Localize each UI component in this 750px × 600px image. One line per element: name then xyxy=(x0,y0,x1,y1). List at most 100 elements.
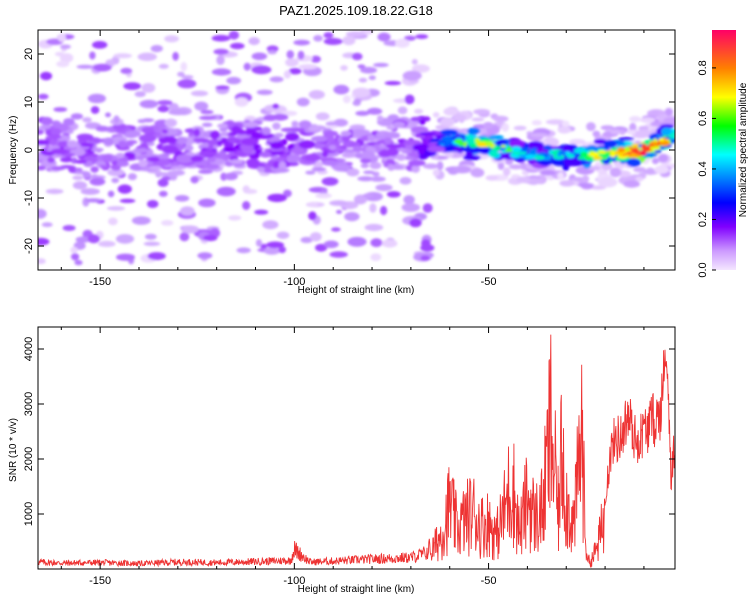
heatmap-speckle xyxy=(508,164,524,170)
heatmap-speckle xyxy=(357,64,366,69)
heatmap-ridge-cell xyxy=(170,165,187,170)
heatmap-speckle xyxy=(664,107,674,116)
spectrogram-heatmap xyxy=(38,30,675,266)
snr-y-ticks: 1000 2000 3000 4000 xyxy=(23,337,675,526)
heatmap-speckle xyxy=(310,55,321,63)
heatmap-ridge-cell xyxy=(184,144,194,152)
heatmap-ridge-cell xyxy=(357,176,375,182)
heatmap-speckle xyxy=(600,125,614,131)
heatmap-ridge-cell xyxy=(89,177,106,186)
heatmap-ridge-cell xyxy=(384,137,393,145)
heatmap-ridge-cell xyxy=(198,150,217,157)
heatmap-ridge-cell xyxy=(190,155,204,163)
heatmap-speckle xyxy=(381,239,398,248)
heatmap-speckle xyxy=(141,83,156,93)
heatmap-ridge-cell xyxy=(240,137,259,146)
heatmap-ridge-cell xyxy=(563,158,582,167)
heatmap-ridge-cell xyxy=(95,125,110,132)
heatmap-speckle xyxy=(399,177,412,185)
heatmap-speckle xyxy=(542,137,560,148)
heatmap-ridge-cell xyxy=(285,132,300,142)
heatmap-speckle xyxy=(530,132,548,138)
heatmap-speckle xyxy=(453,165,472,174)
heatmap-peak-cell xyxy=(566,153,575,159)
heatmap-ridge-cell xyxy=(370,176,386,182)
heatmap-speckle xyxy=(174,195,190,202)
heatmap-ridge-cell xyxy=(105,112,111,118)
heatmap-speckle xyxy=(92,41,108,49)
heatmap-speckle xyxy=(157,100,173,106)
heatmap-speckle xyxy=(308,211,317,221)
heatmap-ridge-cell xyxy=(269,141,284,150)
heatmap-ridge-cell xyxy=(127,173,137,181)
heatmap-ridge-cell xyxy=(80,142,95,147)
heatmap-speckle xyxy=(309,232,322,242)
heatmap-ridge-cell xyxy=(136,155,145,161)
heatmap-speckle xyxy=(640,117,655,123)
heatmap-ridge-cell xyxy=(528,141,544,150)
heatmap-speckle xyxy=(45,188,64,195)
snr-x-ticks: -150 -100 -50 xyxy=(60,327,645,587)
heatmap-ridge-cell xyxy=(118,140,127,148)
heatmap-speckle xyxy=(401,203,421,212)
heatmap-speckle xyxy=(559,180,575,187)
heatmap-speckle xyxy=(377,32,391,42)
heatmap-peak-cell xyxy=(669,132,675,140)
heatmap-speckle xyxy=(179,232,190,242)
heatmap-ridge-cell xyxy=(72,181,88,190)
heatmap-speckle xyxy=(234,97,249,107)
y-tick-label: 3000 xyxy=(23,392,35,416)
heatmap-ridge-cell xyxy=(386,148,399,157)
heatmap-speckle xyxy=(516,176,531,184)
heatmap-ridge-cell xyxy=(618,137,635,141)
heatmap-ridge-cell xyxy=(111,177,120,184)
heatmap-speckle xyxy=(296,97,310,107)
heatmap-speckle xyxy=(353,194,368,205)
heatmap-speckle xyxy=(329,251,348,258)
heatmap-ridge-cell xyxy=(397,106,408,115)
heatmap-speckle xyxy=(180,61,188,72)
heatmap-speckle xyxy=(251,65,272,75)
heatmap-ridge-cell xyxy=(419,119,426,125)
heatmap-peak-cell xyxy=(533,155,545,161)
heatmap-speckle xyxy=(228,30,240,40)
heatmap-speckle xyxy=(444,151,454,158)
heatmap-speckle xyxy=(619,129,626,135)
colorbar-tick-label: 0.0 xyxy=(697,262,709,277)
heatmap-peak-cell xyxy=(610,151,616,158)
heatmap-peak-cell xyxy=(580,151,589,157)
heatmap-speckle xyxy=(369,203,377,213)
heatmap-speckle xyxy=(513,125,527,131)
heatmap-speckle xyxy=(395,38,410,48)
heatmap-speckle xyxy=(511,174,521,179)
heatmap-speckle xyxy=(420,244,435,252)
heatmap-ridge-cell xyxy=(298,140,316,149)
heatmap-ridge-cell xyxy=(325,121,339,126)
page-title: PAZ1.2025.109.18.22.G18 xyxy=(279,3,433,18)
heatmap-speckle xyxy=(131,216,151,225)
heatmap-speckle xyxy=(38,93,49,100)
heatmap-ridge-cell xyxy=(161,129,169,134)
heatmap-ridge-cell xyxy=(424,135,433,141)
heatmap-ridge-cell xyxy=(488,134,504,140)
heatmap-ridge-cell xyxy=(659,124,675,129)
heatmap-ridge-cell xyxy=(286,154,302,163)
heatmap-speckle xyxy=(143,241,161,246)
heatmap-speckle xyxy=(569,138,586,145)
heatmap-ridge-cell xyxy=(495,139,508,146)
heatmap-ridge-cell xyxy=(467,127,481,135)
heatmap-ridge-cell xyxy=(90,166,99,173)
heatmap-speckle xyxy=(157,105,170,113)
snr-x-axis-title: Height of straight line (km) xyxy=(298,584,415,595)
heatmap-speckle xyxy=(180,206,195,216)
heatmap-speckle xyxy=(590,185,606,190)
heatmap-speckle xyxy=(164,35,180,43)
heatmap-ridge-cell xyxy=(49,138,57,146)
heatmap-speckle xyxy=(283,70,291,79)
heatmap-ridge-cell xyxy=(137,119,147,124)
heatmap-speckle xyxy=(470,168,485,178)
heatmap-ridge-cell xyxy=(156,172,171,177)
heatmap-speckle xyxy=(629,116,641,123)
heatmap-ridge-cell xyxy=(361,150,376,159)
heatmap-speckle xyxy=(581,175,590,183)
